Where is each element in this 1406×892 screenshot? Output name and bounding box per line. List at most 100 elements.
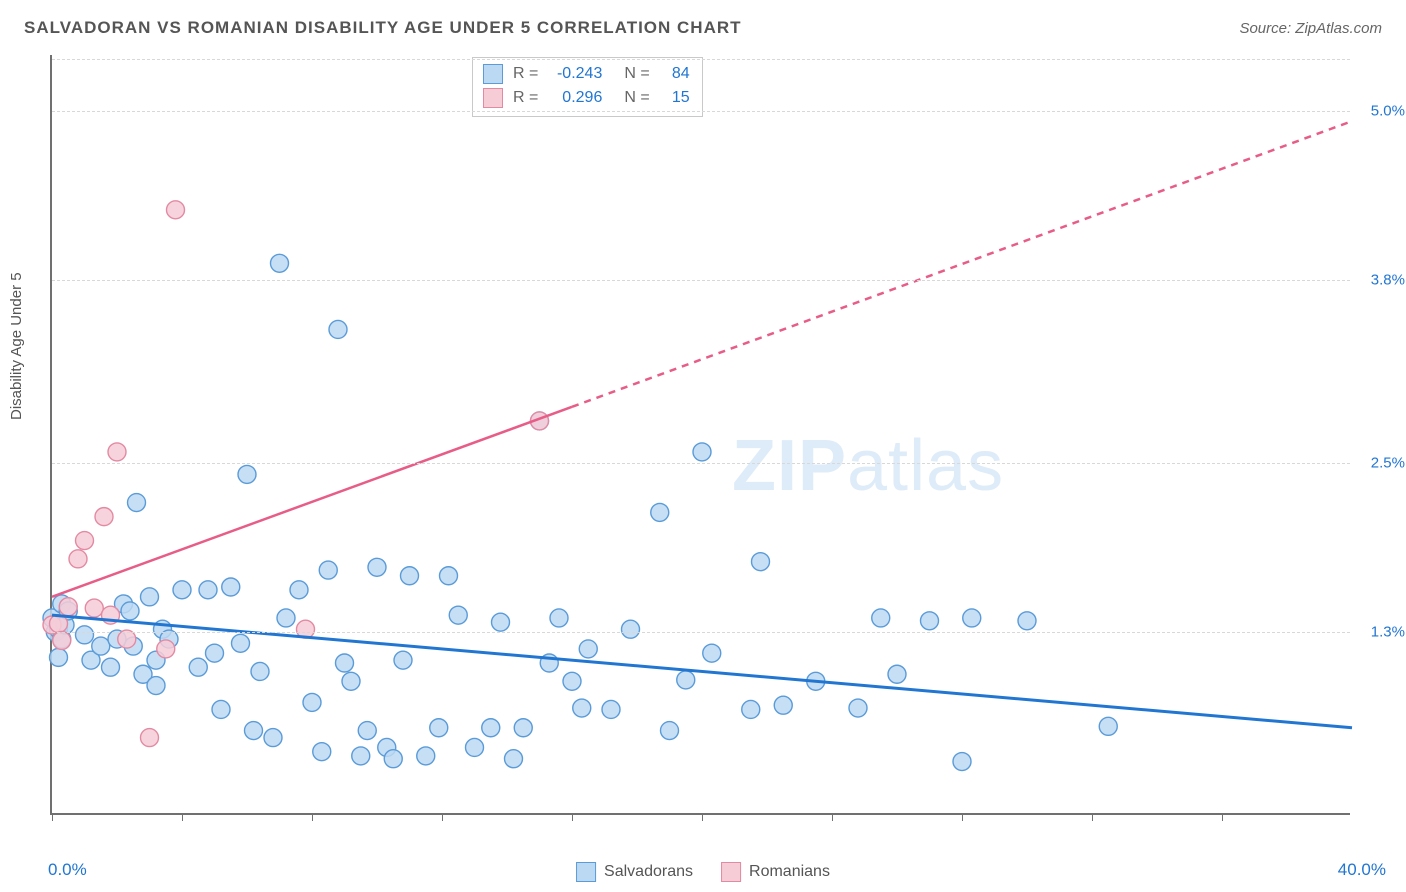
data-point — [505, 750, 523, 768]
y-tick-label: 1.3% — [1371, 624, 1405, 641]
legend-label: Salvadorans — [604, 863, 693, 881]
data-point — [199, 581, 217, 599]
data-point — [742, 700, 760, 718]
data-point — [752, 553, 770, 571]
data-point — [277, 609, 295, 627]
data-point — [342, 672, 360, 690]
gridline — [52, 463, 1350, 464]
y-tick-label: 2.5% — [1371, 455, 1405, 472]
data-point — [290, 581, 308, 599]
trend-line-ext — [572, 121, 1352, 407]
stats-n-value: 15 — [660, 86, 690, 110]
legend-swatch — [483, 64, 503, 84]
stats-r-label: R = — [513, 62, 538, 86]
data-point — [108, 443, 126, 461]
data-point — [271, 254, 289, 272]
data-point — [141, 588, 159, 606]
data-point — [622, 620, 640, 638]
data-point — [449, 606, 467, 624]
chart-source: Source: ZipAtlas.com — [1239, 20, 1382, 37]
y-tick-label: 5.0% — [1371, 103, 1405, 120]
gridline — [52, 111, 1350, 112]
data-point — [206, 644, 224, 662]
data-point — [963, 609, 981, 627]
data-point — [921, 612, 939, 630]
data-point — [352, 747, 370, 765]
data-point — [550, 609, 568, 627]
data-point — [222, 578, 240, 596]
gridline — [52, 280, 1350, 281]
x-tick — [442, 813, 443, 821]
data-point — [602, 700, 620, 718]
data-point — [76, 626, 94, 644]
data-point — [482, 719, 500, 737]
x-tick — [962, 813, 963, 821]
data-point — [128, 494, 146, 512]
data-point — [329, 320, 347, 338]
data-point — [157, 640, 175, 658]
data-point — [303, 693, 321, 711]
data-point — [121, 602, 139, 620]
x-tick — [1222, 813, 1223, 821]
x-axis-min-label: 0.0% — [48, 860, 87, 880]
y-axis-label: Disability Age Under 5 — [8, 272, 25, 420]
data-point — [774, 696, 792, 714]
data-point — [69, 550, 87, 568]
data-point — [492, 613, 510, 631]
data-point — [849, 699, 867, 717]
stats-r-value: 0.296 — [548, 86, 602, 110]
data-point — [92, 637, 110, 655]
data-point — [1018, 612, 1036, 630]
data-point — [872, 609, 890, 627]
data-point — [677, 671, 695, 689]
plot-area: R =-0.243N =84R =0.296N =15 ZIPatlas 1.3… — [50, 55, 1350, 815]
data-point — [189, 658, 207, 676]
stats-r-value: -0.243 — [548, 62, 602, 86]
chart-header: SALVADORAN VS ROMANIAN DISABILITY AGE UN… — [24, 18, 1382, 38]
data-point — [319, 561, 337, 579]
data-point — [953, 753, 971, 771]
data-point — [573, 699, 591, 717]
x-axis-max-label: 40.0% — [1338, 860, 1386, 880]
x-tick — [182, 813, 183, 821]
data-point — [440, 567, 458, 585]
legend-label: Romanians — [749, 863, 830, 881]
data-point — [147, 677, 165, 695]
data-point — [238, 465, 256, 483]
data-point — [1099, 717, 1117, 735]
x-tick — [572, 813, 573, 821]
data-point — [384, 750, 402, 768]
data-point — [368, 558, 386, 576]
data-point — [693, 443, 711, 461]
data-point — [313, 743, 331, 761]
stats-n-value: 84 — [660, 62, 690, 86]
x-tick — [1092, 813, 1093, 821]
data-point — [514, 719, 532, 737]
scatter-svg — [52, 55, 1350, 813]
stats-row: R = -0.243 N = 84 — [483, 62, 690, 86]
data-point — [417, 747, 435, 765]
stats-row: R = 0.296 N = 15 — [483, 86, 690, 110]
data-point — [95, 508, 113, 526]
stats-n-label: N = — [624, 86, 649, 110]
legend-swatch — [576, 862, 596, 882]
data-point — [53, 631, 71, 649]
stats-n-label: N = — [624, 62, 649, 86]
gridline — [52, 59, 1350, 60]
data-point — [85, 599, 103, 617]
chart-title: SALVADORAN VS ROMANIAN DISABILITY AGE UN… — [24, 18, 742, 38]
data-point — [173, 581, 191, 599]
legend-item: Salvadorans — [576, 862, 693, 882]
gridline — [52, 632, 1350, 633]
data-point — [102, 658, 120, 676]
data-point — [888, 665, 906, 683]
data-point — [401, 567, 419, 585]
data-point — [245, 722, 263, 740]
data-point — [251, 662, 269, 680]
data-point — [212, 700, 230, 718]
data-point — [703, 644, 721, 662]
stats-r-label: R = — [513, 86, 538, 110]
legend-swatch — [721, 862, 741, 882]
data-point — [651, 503, 669, 521]
data-point — [264, 729, 282, 747]
